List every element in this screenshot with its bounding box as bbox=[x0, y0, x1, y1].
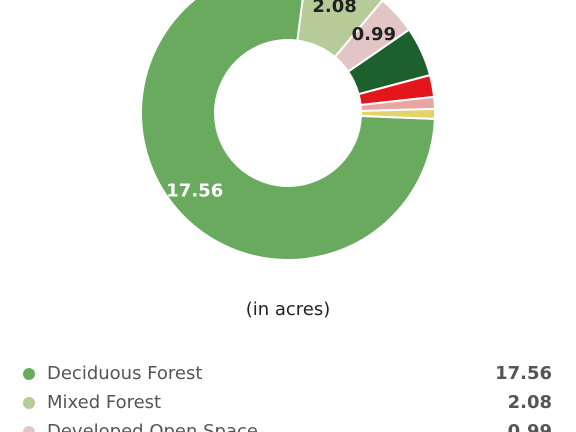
legend-value: 0.99 bbox=[508, 421, 552, 432]
subtitle: (in acres) bbox=[246, 299, 331, 320]
legend-value: 2.08 bbox=[508, 392, 552, 413]
legend-marker bbox=[23, 426, 35, 432]
data-label: 2.08 bbox=[312, 0, 356, 17]
legend-marker bbox=[23, 397, 35, 409]
legend-label: Developed Open Space bbox=[47, 421, 258, 432]
legend-label: Deciduous Forest bbox=[47, 363, 202, 384]
data-label: 17.56 bbox=[166, 181, 223, 202]
legend-value: 17.56 bbox=[495, 363, 552, 384]
slice bbox=[140, 0, 436, 261]
legend-label: Mixed Forest bbox=[47, 392, 161, 413]
data-label: 0.99 bbox=[352, 24, 396, 45]
slice bbox=[359, 107, 436, 120]
legend-marker bbox=[23, 368, 35, 380]
